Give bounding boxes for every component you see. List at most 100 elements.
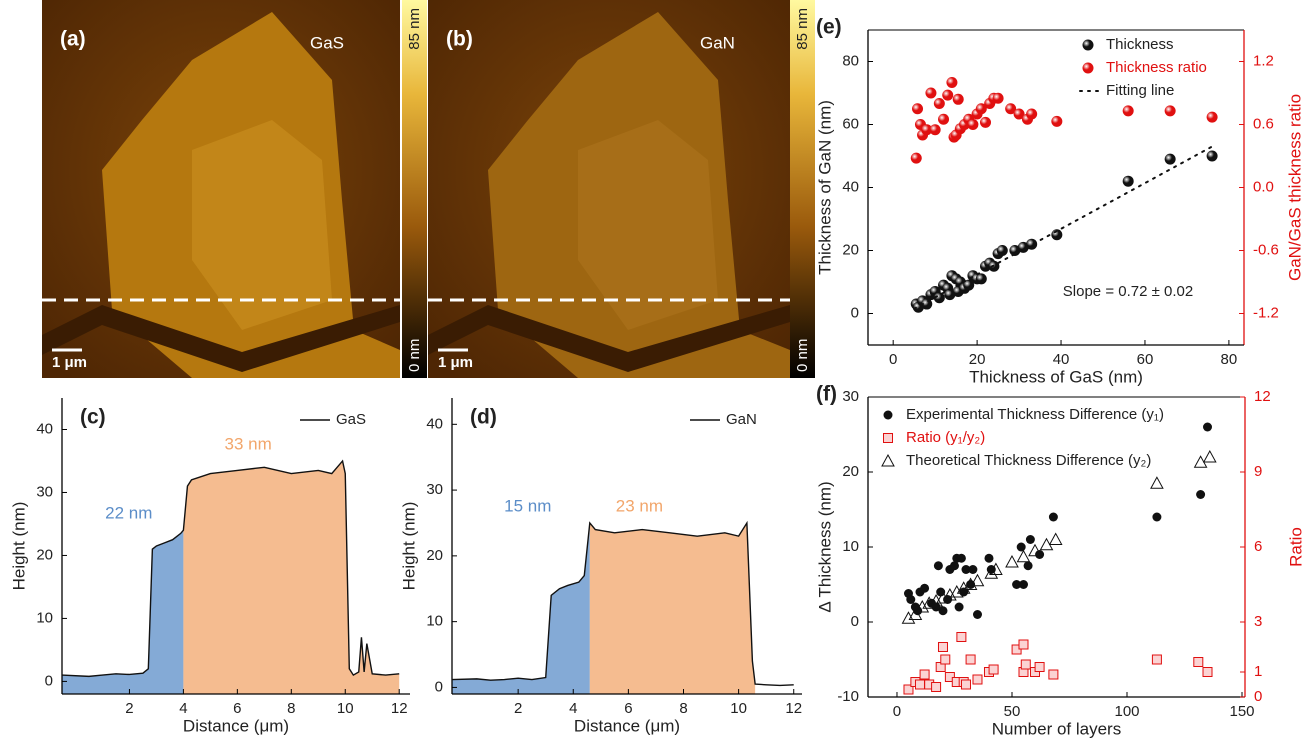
point (956, 581, 971, 594)
point (1202, 449, 1217, 463)
point (1016, 542, 1026, 552)
profile-line (61, 459, 400, 678)
point (989, 562, 1003, 575)
colorbar (790, 0, 815, 378)
y2-tick-label: 1.2 (1253, 52, 1274, 69)
point (906, 595, 916, 604)
point (956, 553, 966, 563)
point (936, 590, 950, 604)
point (940, 654, 951, 665)
x-tick-label: 4 (569, 700, 577, 717)
x-axis-title: Distance (μm) (574, 716, 680, 735)
point (1122, 105, 1134, 117)
y-tick-label: 10 (426, 613, 443, 630)
point (972, 610, 982, 619)
point (1018, 639, 1029, 650)
x-tick-label: 6 (233, 700, 241, 717)
point (996, 245, 1008, 256)
point (967, 119, 979, 130)
afm-gap (42, 305, 400, 372)
legend-marker (883, 410, 893, 420)
point (1012, 580, 1022, 589)
y-axis-title: Height (nm) (9, 502, 28, 591)
point (1028, 543, 1042, 557)
point (931, 682, 942, 692)
point (1013, 108, 1025, 120)
profile-region (589, 522, 756, 694)
point (933, 561, 943, 571)
y-tick-label: 20 (842, 463, 859, 480)
point (988, 664, 999, 675)
y-tick-label: -10 (837, 688, 859, 705)
y-axis-title: Height (nm) (399, 502, 418, 591)
annotation: Slope = 0.72 ± 0.02 (1063, 283, 1193, 300)
region-label: 22 nm (105, 504, 152, 523)
point (1150, 476, 1164, 489)
x-tick-label: 6 (624, 700, 632, 717)
panel-label: (d) (470, 406, 497, 429)
x-tick-label: 8 (679, 700, 687, 717)
y2-tick-label: -1.2 (1253, 304, 1279, 321)
point (952, 93, 964, 105)
x-axis-title: Number of layers (992, 719, 1121, 738)
region-label: 23 nm (616, 496, 663, 515)
legend-label: Ratio (y₁/y₂) (906, 429, 985, 446)
y2-tick-label: 3 (1254, 613, 1262, 630)
colorbar-min: 0 nm (406, 339, 423, 372)
x-tick-label: 10 (730, 700, 747, 717)
point (1193, 657, 1204, 667)
point (980, 116, 991, 128)
fit-line (913, 145, 1214, 310)
point (1048, 532, 1063, 545)
x-tick-label: 150 (1229, 703, 1254, 720)
panel-label: (a) (60, 28, 86, 51)
y-tick-label: 10 (36, 609, 53, 626)
image-label: GaN (700, 33, 735, 52)
point (910, 152, 922, 164)
profile-region (452, 522, 590, 694)
legend-marker (883, 433, 893, 443)
legend-label: Fitting line (1106, 82, 1174, 99)
region-label: 33 nm (225, 434, 272, 453)
legend-label: Thickness (1106, 36, 1174, 53)
y-tick-label: 30 (426, 481, 443, 498)
y-tick-label: 40 (36, 420, 53, 437)
point (1034, 662, 1045, 672)
x-tick-label: 10 (337, 700, 354, 717)
point (1016, 549, 1031, 563)
point (975, 273, 987, 285)
x-tick-label: 80 (1221, 351, 1238, 368)
point (1023, 561, 1033, 571)
scale-bar-label: 1 μm (52, 354, 87, 371)
colorbar (402, 0, 427, 378)
panel-label: (b) (446, 28, 473, 51)
point (903, 684, 914, 695)
point (954, 602, 964, 612)
x-tick-label: 12 (391, 700, 408, 717)
point (960, 679, 971, 690)
point (915, 599, 930, 613)
y-tick-label: 40 (842, 178, 859, 195)
point (929, 124, 941, 136)
point (968, 565, 978, 574)
x-tick-label: 2 (125, 700, 133, 717)
point (938, 113, 950, 125)
profile-region (183, 460, 400, 694)
x-tick-label: 2 (514, 700, 522, 717)
profile-line (451, 520, 794, 687)
point (921, 124, 933, 136)
point (1009, 245, 1021, 256)
y2-tick-label: -0.6 (1253, 241, 1279, 258)
point (1026, 238, 1038, 250)
y2-tick-label: 12 (1254, 388, 1271, 405)
y-tick-label: 30 (842, 388, 859, 405)
y-tick-label: 0 (851, 304, 859, 321)
y-tick-label: 60 (842, 115, 859, 132)
y-tick-label: 20 (426, 547, 443, 564)
point (992, 92, 1004, 104)
point (1005, 103, 1017, 115)
point (933, 292, 945, 304)
point (1151, 654, 1162, 665)
image-label: GaS (310, 33, 344, 52)
